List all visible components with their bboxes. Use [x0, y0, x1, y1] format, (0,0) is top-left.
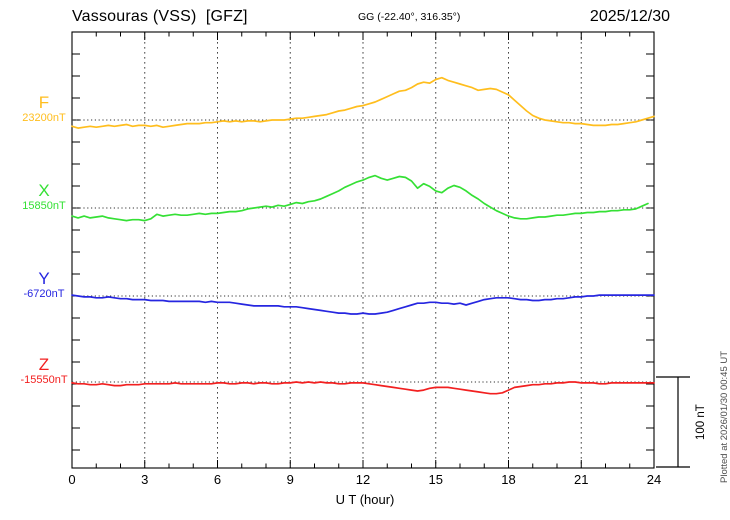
component-baseline-value: -6720nT: [23, 287, 65, 300]
component-key-x: X 15850nT: [22, 182, 65, 212]
trace-y: [71, 294, 655, 315]
x-tick-label: 24: [646, 472, 662, 487]
plotted-timestamp: Plotted at 2026/01/30 00:45 UT: [719, 350, 730, 483]
x-tick-label: 21: [574, 472, 589, 487]
observation-date: 2025/12/30: [589, 8, 670, 25]
component-name: F: [38, 93, 50, 112]
x-tick-label: 15: [428, 472, 443, 487]
x-tick-label: 6: [213, 472, 222, 487]
component-name: Z: [38, 355, 50, 374]
component-baseline-value: 23200nT: [22, 111, 66, 124]
trace-f: [71, 76, 655, 129]
component-name: Y: [38, 269, 50, 288]
geographic-coordinates: GG (-22.40°, 316.35°): [358, 11, 461, 23]
component-key-f: F 23200nT: [22, 94, 65, 124]
component-name: X: [38, 181, 50, 200]
x-tick-label: 9: [286, 472, 294, 487]
x-tick-label: 3: [141, 472, 149, 487]
station-title: Vassouras (VSS) [GFZ]: [72, 8, 248, 25]
component-baseline-value: -15550nT: [20, 373, 68, 386]
x-tick-label: 12: [355, 472, 371, 487]
trace-x: [71, 174, 649, 222]
component-key-z: Z -15550nT: [20, 356, 67, 386]
component-baseline-value: 15850nT: [22, 199, 66, 212]
x-tick-label: 0: [68, 472, 76, 487]
x-tick-label: 18: [501, 472, 516, 487]
x-axis-title: U T (hour): [335, 492, 395, 507]
component-key-y: Y -6720nT: [24, 270, 65, 300]
scalebar-label: 100 nT: [695, 404, 707, 440]
trace-z: [71, 381, 655, 395]
